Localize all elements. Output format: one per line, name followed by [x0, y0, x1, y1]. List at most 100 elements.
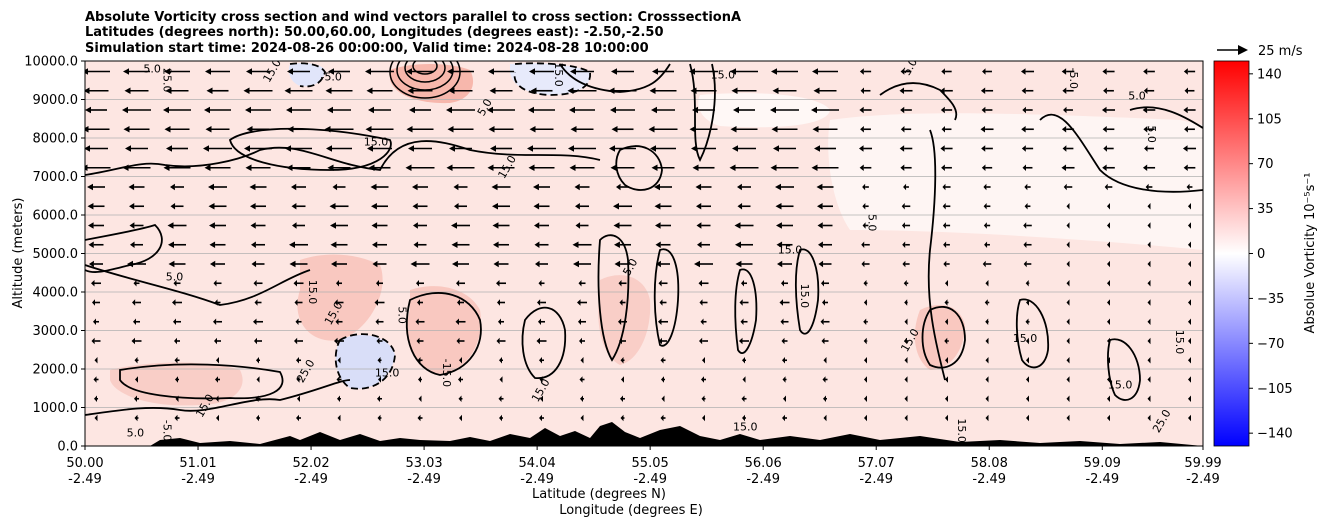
wind-vector-head [904, 299, 908, 306]
y-tick-label: 4000.0 [33, 286, 79, 301]
wind-vector-head [651, 49, 657, 55]
wind-vector-head [175, 395, 179, 402]
wind-vector-head [170, 203, 176, 210]
wind-vector-head [574, 183, 580, 191]
wind-vector-head [335, 318, 339, 325]
contour-line [1107, 338, 1141, 401]
wind-vector-head [811, 164, 818, 171]
negative-contour [334, 333, 396, 390]
wind-vector-head [135, 376, 138, 383]
wind-vector-head [457, 299, 460, 306]
wind-vector-head [256, 376, 260, 383]
wind-vector-head [91, 280, 95, 287]
wind-vector-head [812, 126, 819, 133]
wind-vector-head [1066, 299, 1070, 306]
wind-vector-head [325, 87, 332, 94]
wind-vector-head [823, 395, 826, 402]
wind-vector-head [980, 126, 986, 133]
contour-label: 15.0 [1013, 332, 1038, 345]
wind-vector-head [775, 203, 782, 210]
wind-vector-head [289, 241, 295, 248]
wind-vector-head [88, 241, 94, 248]
wind-vector-head [166, 145, 172, 152]
wind-vector-head [412, 203, 418, 210]
wind-vector-head [289, 260, 296, 268]
wind-vector-head [205, 68, 211, 75]
wind-vector-head [903, 280, 907, 287]
wind-vector-head [540, 395, 543, 402]
wind-vector-head [205, 126, 212, 133]
wind-vector-head [1066, 280, 1070, 287]
x-tick-label-longitude: -2.49 [972, 472, 1006, 487]
wind-vector-head [163, 164, 170, 171]
wind-vector-head [254, 337, 257, 345]
wind-vector-head [899, 145, 905, 152]
wind-vector-head [774, 49, 780, 55]
wind-vector-head [535, 260, 540, 268]
x-tick-label-longitude: -2.49 [407, 472, 441, 487]
wind-vector-head [293, 280, 297, 287]
wind-vector-head [648, 126, 655, 133]
wind-vector-head [410, 260, 417, 268]
wind-vector-head [609, 145, 615, 152]
wind-vector-head [123, 68, 129, 75]
wind-vector-head [1147, 337, 1151, 345]
wind-vector-head [817, 203, 823, 210]
wind-vector-head [134, 357, 138, 364]
wind-vector-head [943, 241, 947, 248]
wind-vector-head [1066, 376, 1070, 383]
wind-vector-head [499, 376, 503, 383]
negative-contour [289, 62, 326, 88]
wind-vector-head [371, 203, 377, 210]
wind-vector-head [406, 68, 412, 75]
wind-vector-head [702, 357, 705, 364]
wind-vector-head [942, 183, 946, 191]
wind-vector-head [1026, 299, 1029, 306]
wind-vector-head [529, 126, 536, 133]
wind-vector-head [981, 49, 985, 55]
contour-label: 15.0 [375, 367, 400, 380]
wind-vector-head [610, 164, 617, 171]
wind-vector-head [568, 145, 574, 152]
wind-vector-head [652, 68, 658, 75]
y-tick-label: 1000.0 [33, 401, 79, 416]
wind-vector-head [904, 414, 908, 422]
wind-vector-head [1025, 318, 1029, 325]
wind-vector-head [1104, 183, 1108, 191]
wind-vector-head [246, 68, 252, 75]
wind-vector-head [337, 395, 340, 402]
wind-vector-head [945, 357, 948, 364]
x-tick-label-longitude: -2.49 [294, 472, 328, 487]
wind-vector-head [533, 203, 540, 210]
wind-vector-head [1188, 357, 1191, 364]
wind-vector-head [1023, 241, 1027, 248]
wind-vector-head [330, 222, 336, 229]
wind-vector-head [773, 145, 779, 152]
wind-vector-head [941, 126, 946, 133]
wind-vector-head [620, 357, 624, 364]
wind-vector-head [730, 126, 737, 133]
wind-vector-head [175, 376, 178, 383]
wind-vector-head [733, 49, 739, 55]
wind-vector-head [539, 376, 543, 383]
quiver-key-label: 25 m/s [1258, 44, 1303, 59]
wind-vector-head [324, 126, 331, 133]
wind-vector-head [575, 222, 581, 229]
wind-vector-head [167, 222, 174, 229]
contour-label: 15.0 [1108, 378, 1133, 391]
wind-vector-head [1023, 260, 1027, 268]
wind-vector-head [487, 106, 493, 114]
wind-vector-head [1143, 126, 1148, 133]
wind-vector-head [1107, 260, 1110, 268]
colorbar-tick-label: −35 [1257, 292, 1284, 307]
wind-vector-head [446, 106, 452, 114]
wind-vector-head [296, 376, 300, 383]
wind-vector-head [368, 164, 375, 171]
wind-vector-head [216, 357, 219, 364]
wind-vector-head [1188, 222, 1191, 229]
wind-vector-head [368, 106, 374, 114]
y-axis-label: Altitude (meters) [11, 198, 26, 309]
wind-vector-head [691, 145, 697, 152]
wind-vector-head [245, 106, 251, 114]
wind-vector-head [1188, 203, 1191, 210]
